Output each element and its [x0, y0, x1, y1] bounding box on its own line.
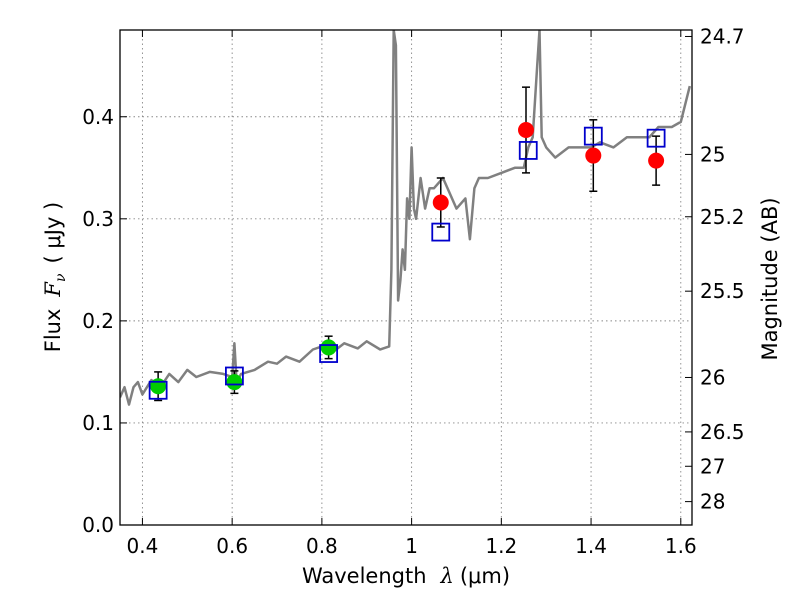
nir-data-point [432, 194, 449, 211]
y-tick-label: 0.2 [82, 309, 114, 333]
model-photometry-square [518, 141, 538, 160]
y-tick-label: 0.1 [82, 411, 114, 435]
x-tick-label: 0.8 [306, 534, 338, 558]
model-photometry-square [319, 344, 339, 363]
x-tick-label: 1.4 [575, 534, 607, 558]
magnitude-tick-label: 24.7 [700, 24, 745, 48]
magnitude-tick-label: 25 [700, 142, 725, 166]
magnitude-tick-label: 27 [700, 454, 725, 478]
nir-data-point [648, 152, 665, 169]
axis-ticks: 0.4 0.6 0.8 1 1.2 1.4 1.6 0.0 0.1 0.2 0.3 0.4 24.7 25… [82, 24, 744, 558]
grid-lines [120, 30, 692, 525]
magnitude-tick-label: 26 [700, 365, 725, 389]
x-tick-label: 1.2 [485, 534, 517, 558]
nir-data-point [518, 122, 535, 139]
nir-data-point [585, 147, 602, 164]
optical-data-point [320, 339, 337, 356]
magnitude-axis-label: Magnitude (AB) [758, 197, 782, 360]
y-tick-label: 0.4 [82, 105, 114, 129]
magnitude-tick-label: 25.5 [700, 279, 745, 303]
model-spectrum-line [120, 30, 692, 406]
magnitude-tick-label: 26.5 [700, 420, 745, 444]
x-tick-label: 1.6 [665, 534, 697, 558]
plot-frame [119, 29, 693, 526]
optical-data-point [226, 374, 243, 391]
model-photometry-square [646, 128, 666, 148]
x-tick-label: 1 [405, 534, 418, 558]
model-photometry-square [148, 380, 168, 400]
model-photometry-square [431, 222, 451, 242]
optical-data-point [150, 378, 167, 395]
model-photometry-square [224, 366, 244, 386]
x-axis-label: Wavelength λ (μm) [302, 564, 510, 588]
plot-area [120, 30, 692, 406]
x-tick-label: 0.4 [127, 534, 159, 558]
model-photometry-square [583, 126, 603, 146]
magnitude-tick-label: 25.2 [700, 205, 745, 229]
magnitude-tick-label: 28 [700, 490, 725, 514]
x-tick-label: 0.6 [216, 534, 248, 558]
y-tick-label: 0.3 [82, 207, 114, 231]
y-tick-label: 0.0 [82, 513, 114, 537]
y-axis-label: FluxFν( μJy ) [41, 202, 69, 352]
